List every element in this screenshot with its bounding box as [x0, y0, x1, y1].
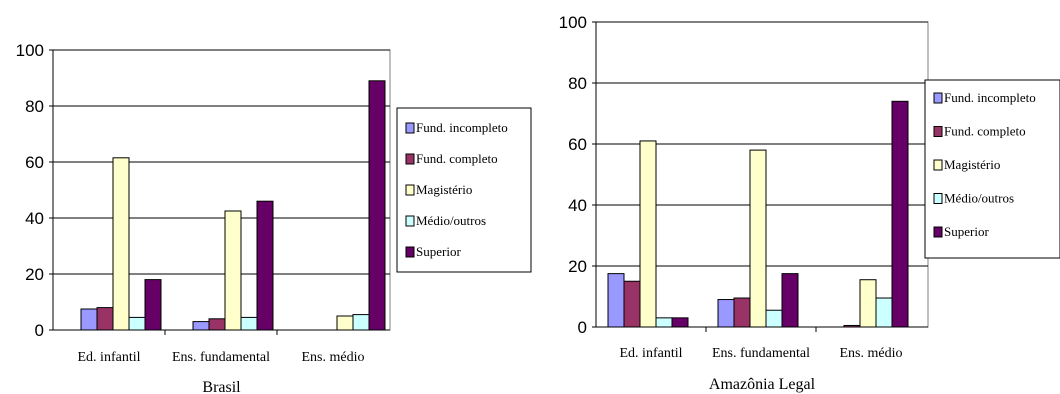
legend-swatch-fund-incompleto — [933, 92, 943, 104]
legend-swatch-medio-outros — [405, 215, 415, 227]
bar-fund-completo-ens-fundamental — [208, 318, 226, 331]
bar-magisterio-ens-fundamental — [749, 149, 767, 328]
bar-medio-outros-ens-fundamental — [240, 316, 258, 331]
y-tick-label: 0 — [578, 318, 587, 337]
bar-fund-incompleto-ens-fundamental — [717, 299, 735, 328]
y-tick-label: 80 — [25, 97, 44, 116]
legend-label-medio-outros: Médio/outros — [416, 213, 486, 228]
bar-fund-completo-ed-infantil — [96, 307, 114, 331]
bar-magisterio-ens-fundamental — [224, 210, 242, 331]
legend-label-superior: Superior — [416, 244, 461, 259]
plot-area — [52, 49, 391, 331]
bar-fund-completo-ens-fundamental — [733, 297, 751, 328]
y-tick-label: 100 — [559, 13, 587, 32]
legend-label-magisterio: Magistério — [944, 157, 1000, 172]
legend-swatch-fund-completo — [405, 153, 415, 165]
y-tick-label: 20 — [25, 265, 44, 284]
x-axis-label: Amazônia Legal — [709, 376, 816, 393]
y-tick-label: 60 — [25, 153, 44, 172]
legend-label-fund-incompleto: Fund. incompleto — [944, 90, 1036, 105]
bar-fund-incompleto-ed-infantil — [80, 308, 98, 331]
legend-label-fund-completo: Fund. completo — [944, 124, 1026, 139]
bar-magisterio-ens-medio — [859, 279, 877, 328]
legend-label-medio-outros: Médio/outros — [944, 191, 1014, 206]
bar-superior-ed-infantil — [144, 279, 162, 331]
bar-superior-ens-fundamental — [781, 273, 799, 328]
bar-magisterio-ed-infantil — [639, 140, 657, 328]
bar-superior-ed-infantil — [671, 317, 689, 328]
x-tick-label-ens-medio: Ens. médio — [840, 346, 903, 361]
bar-fund-completo-ens-medio — [843, 324, 861, 328]
legend-swatch-superior — [405, 246, 415, 258]
legend-label-fund-incompleto: Fund. incompleto — [416, 120, 508, 135]
x-tick-label-ens-medio: Ens. médio — [302, 350, 365, 365]
y-tick-label: 20 — [568, 257, 587, 276]
y-tick-label: 0 — [35, 321, 44, 340]
y-tick-label: 100 — [16, 41, 44, 60]
bar-superior-ens-medio — [891, 100, 909, 328]
x-tick-label-ens-fundamental: Ens. fundamental — [712, 346, 810, 361]
legend-box — [396, 107, 532, 273]
legend-label-superior: Superior — [944, 224, 989, 239]
bar-medio-outros-ens-medio — [875, 297, 893, 328]
legend-swatch-fund-completo — [933, 126, 943, 137]
bar-medio-outros-ed-infantil — [655, 317, 673, 328]
x-tick-label-ed-infantil: Ed. infantil — [620, 346, 683, 361]
bar-medio-outros-ed-infantil — [128, 316, 146, 331]
y-tick-label: 80 — [568, 74, 587, 93]
legend-swatch-fund-incompleto — [405, 122, 415, 134]
y-tick-label: 60 — [568, 135, 587, 154]
bar-medio-outros-ens-fundamental — [765, 309, 783, 328]
x-tick-label-ed-infantil: Ed. infantil — [78, 350, 141, 365]
chart-brasil: 0 20 40 60 80 100 Ed. infantil Ens. fundamental… — [16, 41, 532, 394]
bar-magisterio-ens-medio — [336, 315, 354, 331]
legend-swatch-superior — [933, 226, 943, 238]
bar-superior-ens-medio — [368, 80, 386, 331]
legend-box — [924, 79, 1060, 259]
legend-swatch-magisterio — [405, 184, 415, 196]
bar-fund-incompleto-ed-infantil — [607, 273, 625, 328]
y-tick-label: 40 — [568, 196, 587, 215]
bar-fund-incompleto-ens-fundamental — [192, 321, 210, 331]
chart-amazonia-legal: 0 20 40 60 80 100 Ed. infantil Ens. fundamental… — [559, 13, 1060, 393]
legend-swatch-magisterio — [933, 159, 943, 171]
legend-label-magisterio: Magistério — [416, 182, 472, 197]
bar-superior-ens-fundamental — [256, 200, 274, 331]
legend-swatch-medio-outros — [933, 193, 943, 204]
y-tick-label: 40 — [25, 209, 44, 228]
x-tick-label-ens-fundamental: Ens. fundamental — [172, 350, 270, 365]
bar-fund-completo-ed-infantil — [623, 280, 641, 328]
x-axis-label: Brasil — [202, 379, 241, 394]
legend-label-fund-completo: Fund. completo — [416, 151, 498, 166]
bar-magisterio-ed-infantil — [112, 157, 130, 331]
bar-medio-outros-ens-medio — [352, 314, 370, 331]
